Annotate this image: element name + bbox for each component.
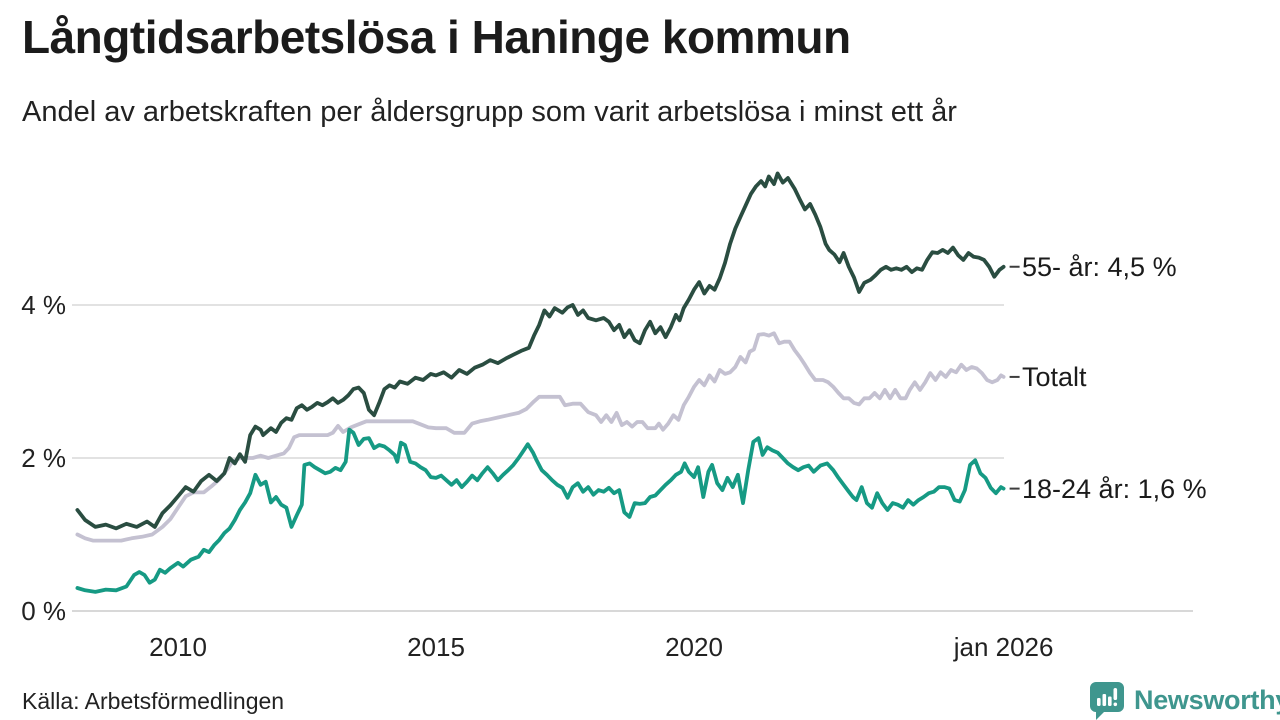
series-line-2	[75, 427, 1006, 594]
page-subtitle: Andel av arbetskraften per åldersgrupp s…	[22, 96, 957, 128]
series-line-1	[75, 171, 1006, 531]
x-axis-tick-jan-2026: jan 2026	[953, 632, 1054, 662]
page-title: Långtidsarbetslösa i Haninge kommun	[22, 11, 851, 63]
x-axis-tick-2020: 2020	[665, 632, 723, 662]
y-axis-tick-0: 0 %	[21, 596, 66, 626]
series-end-label-55: 55- år: 4,5 %	[1022, 251, 1177, 282]
x-axis-tick-2010: 2010	[149, 632, 207, 662]
x-axis-tick-2015: 2015	[407, 632, 465, 662]
y-axis-tick-4: 4 %	[21, 290, 66, 320]
series-end-label-totalt: Totalt	[1022, 361, 1087, 392]
y-axis-tick-2: 2 %	[21, 443, 66, 473]
newsworthy-logo: Newsworthy	[1088, 680, 1280, 720]
series-end-label-18-24: 18-24 år: 1,6 %	[1022, 473, 1207, 504]
newsworthy-wordmark: Newsworthy	[1134, 684, 1280, 715]
series-line-0	[75, 331, 1006, 543]
source-attribution: Källa: Arbetsförmedlingen	[22, 688, 285, 714]
newsworthy-bubble-chart-icon	[1090, 682, 1124, 720]
